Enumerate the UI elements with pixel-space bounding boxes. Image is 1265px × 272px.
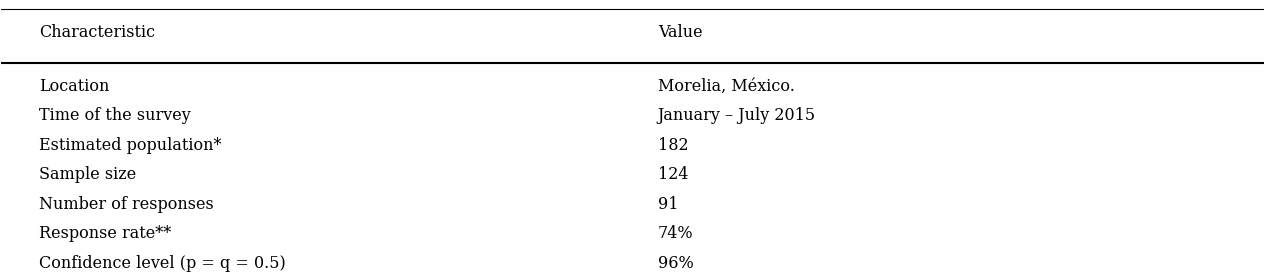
Text: Value: Value — [658, 24, 702, 41]
Text: Response rate**: Response rate** — [39, 225, 172, 242]
Text: Sample size: Sample size — [39, 166, 137, 183]
Text: 91: 91 — [658, 196, 678, 212]
Text: Location: Location — [39, 78, 110, 95]
Text: 182: 182 — [658, 137, 688, 154]
Text: Characteristic: Characteristic — [39, 24, 156, 41]
Text: 74%: 74% — [658, 225, 693, 242]
Text: Estimated population*: Estimated population* — [39, 137, 221, 154]
Text: 124: 124 — [658, 166, 688, 183]
Text: Time of the survey: Time of the survey — [39, 107, 191, 124]
Text: Number of responses: Number of responses — [39, 196, 214, 212]
Text: Confidence level (p = q = 0.5): Confidence level (p = q = 0.5) — [39, 255, 286, 271]
Text: 96%: 96% — [658, 255, 693, 271]
Text: January – July 2015: January – July 2015 — [658, 107, 816, 124]
Text: Morelia, México.: Morelia, México. — [658, 78, 794, 95]
